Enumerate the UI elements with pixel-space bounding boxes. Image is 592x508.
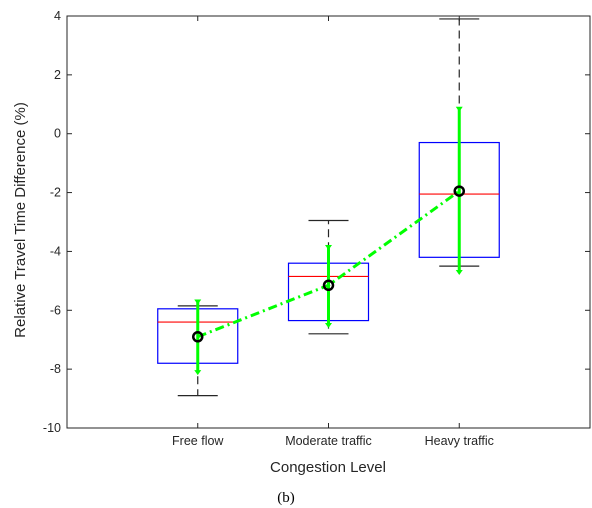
mean-line [197, 189, 461, 339]
error-bar-marker [194, 370, 202, 376]
figure-caption: (b) [277, 490, 295, 506]
y-tick-label: -10 [43, 421, 61, 435]
mean-marker [453, 185, 465, 197]
y-tick-label: -4 [50, 244, 61, 258]
y-tick-label: -2 [50, 186, 61, 200]
x-axis-title: Congestion Level [270, 459, 386, 476]
y-tick-label: 2 [54, 68, 61, 82]
error-bar-marker [325, 323, 332, 328]
y-axis-title: Relative Travel Time Difference (%) [12, 102, 29, 338]
x-tick-label: Moderate traffic [285, 434, 372, 448]
box-layer [157, 18, 500, 397]
mean-marker [322, 279, 335, 292]
y-tick-label: 4 [54, 9, 61, 23]
mean-marker [192, 331, 204, 343]
mean-layer [192, 106, 465, 376]
y-tick-label: -8 [50, 362, 61, 376]
error-bar-marker [325, 245, 332, 251]
axes: -10 -8 -6 -4 -2 0 2 4 Free flow Moderate traffic H… [43, 9, 591, 448]
error-bar-marker [455, 106, 463, 112]
x-tick-label: Heavy traffic [425, 434, 494, 448]
x-tick-label: Free flow [172, 434, 224, 448]
error-bar-marker [455, 270, 463, 276]
error-bar-marker [194, 299, 202, 305]
plot-frame [66, 15, 591, 429]
y-tick-label: 0 [54, 127, 61, 141]
y-tick-label: -6 [50, 303, 61, 317]
